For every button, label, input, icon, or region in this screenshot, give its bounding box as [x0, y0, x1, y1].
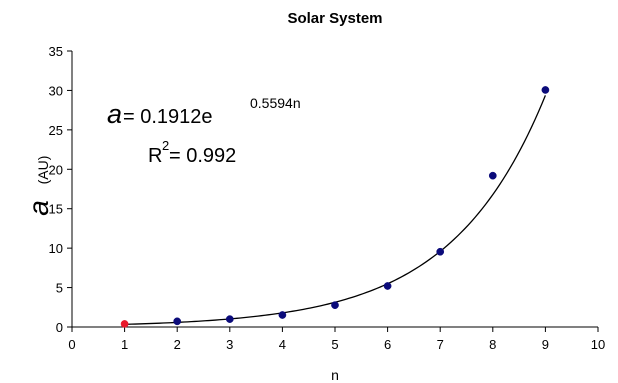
r2-base: R [148, 145, 162, 167]
data-point [225, 315, 234, 323]
data-point [120, 320, 129, 328]
data-point [278, 311, 287, 319]
y-tick-label: 15 [49, 202, 63, 217]
y-tick-label: 35 [49, 44, 63, 59]
y-tick-label: 5 [56, 281, 63, 296]
data-point [331, 301, 339, 310]
x-tick-label: 8 [489, 337, 496, 352]
x-axis-label: n [331, 367, 339, 383]
y-tick-label: 10 [49, 241, 63, 256]
y-axis-label-unit: (AU) [35, 156, 51, 185]
y-tick-label: 30 [49, 83, 63, 98]
x-tick-label: 10 [591, 337, 605, 352]
x-tick-label: 0 [68, 337, 75, 352]
data-point [383, 282, 392, 290]
x-tick-label: 6 [384, 337, 391, 352]
plot-area: 0 1 2 3 4 5 6 7 8 9 10 0 5 10 15 20 25 30 35 [49, 44, 606, 352]
equation-annotation: a = 0.1912e 0.5594n [107, 95, 301, 129]
x-tick-label: 3 [226, 337, 233, 352]
y-tick-label: 25 [49, 123, 63, 138]
fit-curve [124, 95, 547, 326]
x-tick-label: 1 [121, 337, 128, 352]
y-axis-label: a (AU) [23, 156, 54, 216]
x-tick-label: 9 [542, 337, 549, 352]
x-tick-label: 7 [437, 337, 444, 352]
y-tick-label: 0 [56, 320, 63, 335]
chart-title: Solar System [287, 10, 382, 27]
equation-exponent: 0.5594n [250, 95, 301, 111]
r2-superscript: 2 [162, 138, 169, 153]
x-tick-label: 4 [279, 337, 286, 352]
y-axis-label-symbol: a [23, 200, 54, 216]
data-point [173, 317, 182, 326]
data-point [436, 247, 445, 256]
x-tick-label: 5 [331, 337, 338, 352]
x-tick-label: 2 [174, 337, 181, 352]
equation-lhs: a [107, 99, 122, 129]
equation-body: = 0.1912e [123, 106, 213, 128]
data-point [541, 86, 550, 94]
data-point [488, 171, 497, 180]
y-tick-label: 20 [49, 162, 63, 177]
r2-value: = 0.992 [169, 145, 236, 167]
r2-annotation: R 2 = 0.992 [148, 138, 236, 167]
